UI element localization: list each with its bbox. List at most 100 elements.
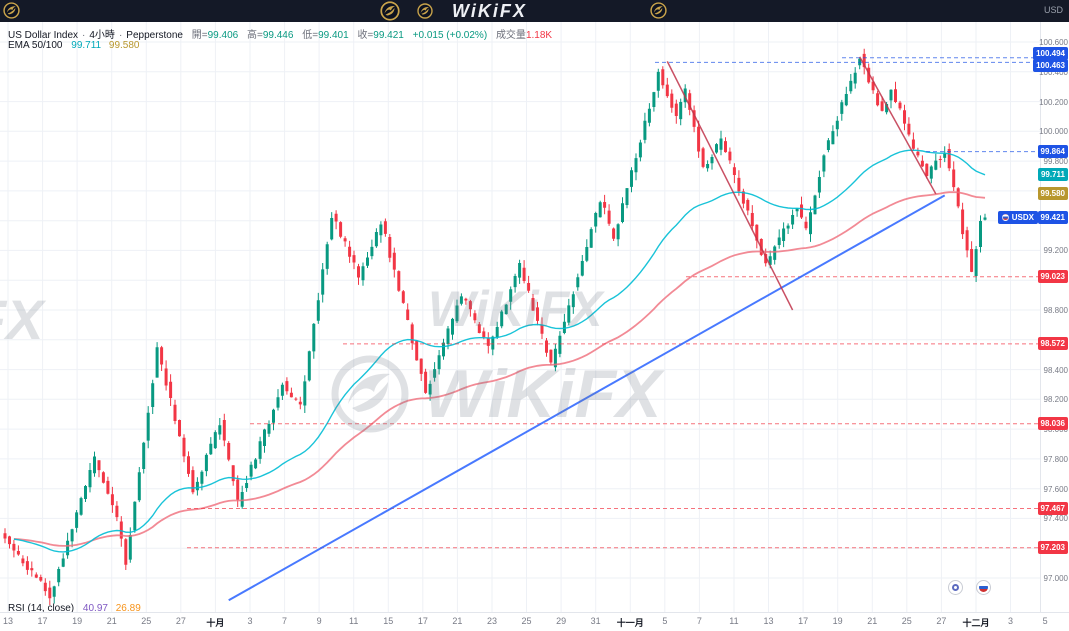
- time-label: 5: [662, 616, 668, 626]
- price-tick: 97.400: [1043, 514, 1068, 524]
- time-label: 25: [521, 616, 532, 626]
- price-tick: 100.400: [1039, 67, 1068, 77]
- time-label: 13: [2, 616, 14, 626]
- volume-value: 1.18K: [525, 30, 553, 41]
- time-label: 23: [486, 616, 497, 626]
- price-tick: 97.800: [1043, 454, 1068, 464]
- wikifx-eagle-icon: [417, 3, 433, 19]
- price-badge: 98.036: [1037, 417, 1068, 431]
- time-label: 15: [383, 616, 394, 626]
- current-price-line-label: USDX: [997, 211, 1038, 225]
- chart-area[interactable]: WiKiFX WiKiFX WiKiFX US Dollar Index·4小時…: [0, 22, 1040, 612]
- low-label: 低=: [302, 30, 319, 41]
- candle-bodies-down[interactable]: [3, 53, 974, 599]
- time-label: 11: [349, 616, 359, 626]
- price-tick: 100.000: [1039, 127, 1068, 137]
- time-label: 3: [247, 616, 253, 626]
- exchange-label: Pepperstone: [126, 30, 183, 41]
- price-tick: 97.000: [1043, 574, 1068, 583]
- rsi-indicator-header[interactable]: RSI (14, close) 40.97 26.89: [8, 603, 141, 612]
- price-badge: 99.711: [1037, 167, 1068, 181]
- descending-resistance-trendline-1[interactable]: [666, 61, 794, 311]
- time-label: 17: [798, 616, 809, 626]
- time-label: 25: [141, 616, 152, 626]
- price-tick: 99.800: [1043, 157, 1068, 167]
- time-label: 21: [106, 616, 117, 626]
- price-badge: 99.023: [1037, 270, 1068, 284]
- symbol-title[interactable]: US Dollar Index: [8, 30, 79, 41]
- time-label: 21: [452, 616, 463, 626]
- price-badge: 99.580: [1037, 187, 1068, 201]
- interval-label[interactable]: 4小時: [89, 30, 115, 41]
- candle-wicks-down: [4, 48, 973, 605]
- time-label: 21: [867, 616, 878, 626]
- price-badge: 100.463: [1033, 58, 1068, 72]
- price-badge: 100.494: [1033, 47, 1068, 61]
- target-icon: [952, 584, 959, 591]
- ascending-support-trendline[interactable]: [228, 194, 946, 602]
- wikifx-eagle-icon: [3, 2, 20, 19]
- time-label-month: 十二月: [962, 618, 990, 628]
- open-value: 99.406: [207, 30, 239, 41]
- time-label: 27: [175, 616, 186, 626]
- high-label: 高=: [247, 30, 263, 41]
- time-label-month: 十一月: [616, 618, 644, 628]
- wikifx-watermark-bar: WiKiFX USD: [0, 0, 1069, 22]
- ema-label: EMA 50/100: [8, 40, 63, 51]
- separator: ·: [118, 30, 123, 41]
- price-axis[interactable]: 100.600100.400100.200100.00099.80099.600…: [1033, 22, 1069, 612]
- price-tick: 98.400: [1043, 365, 1068, 375]
- price-tick: 98.200: [1043, 395, 1068, 405]
- open-label: 開=: [191, 30, 208, 41]
- time-label: 25: [901, 616, 912, 626]
- time-label: 31: [590, 616, 601, 626]
- time-label: 7: [282, 616, 288, 626]
- time-label: 17: [37, 616, 48, 626]
- time-label: 19: [832, 616, 843, 626]
- time-label: 3: [1008, 616, 1014, 626]
- close-value: 99.421: [373, 30, 404, 41]
- axis-currency-label: USD: [1043, 5, 1063, 15]
- ema100-line[interactable]: [13, 191, 986, 547]
- rsi-value: 40.97: [82, 603, 108, 612]
- change-value: +0.015 (+0.02%): [412, 30, 488, 41]
- ema50-value: 99.711: [71, 40, 102, 51]
- price-badge: 97.467: [1037, 501, 1068, 515]
- price-tick: 98.800: [1043, 306, 1068, 315]
- price-tick: 100.200: [1039, 97, 1068, 107]
- time-label: 19: [72, 616, 83, 626]
- high-value: 99.446: [262, 30, 294, 41]
- low-value: 99.401: [318, 30, 349, 41]
- candle-bodies-up[interactable]: [52, 58, 987, 597]
- candle-wicks-up: [53, 57, 986, 604]
- ema-indicator-header[interactable]: EMA 50/100 99.711 99.580: [8, 40, 139, 51]
- ema50-line[interactable]: [13, 149, 986, 553]
- usdx-flag-icon: [1001, 214, 1009, 222]
- flag-icon[interactable]: [976, 580, 991, 595]
- rsi-ma-value: 26.89: [115, 603, 141, 612]
- chart-overlay-icon[interactable]: [948, 580, 963, 595]
- time-label: 13: [763, 616, 774, 626]
- time-label-month: 十月: [206, 618, 225, 628]
- usdx-code: USDX: [1011, 213, 1034, 223]
- time-label: 5: [1042, 616, 1048, 626]
- price-badge: 99.864: [1037, 145, 1068, 159]
- time-label: 27: [936, 616, 947, 626]
- separator: ·: [82, 30, 86, 41]
- time-label: 7: [696, 616, 702, 626]
- ema100-value: 99.580: [108, 40, 140, 51]
- flag-stripes-icon: [979, 583, 988, 592]
- symbol-header: US Dollar Index · 4小時 · Pepperstone 開=99.406…: [8, 26, 552, 41]
- descending-resistance-trendline-2[interactable]: [859, 56, 937, 195]
- time-axis[interactable]: 13 17 19 21 25 27 十月 3 7 9 11 15 17 21 23 25 29 31 十一月 5 7 11…: [0, 612, 1069, 631]
- price-tick: 97.600: [1043, 484, 1068, 494]
- time-label: 29: [556, 616, 567, 626]
- wikifx-eagle-icon: [650, 2, 667, 19]
- candlestick-chart[interactable]: [0, 22, 1040, 612]
- price-badge: 98.572: [1037, 337, 1068, 351]
- wikifx-eagle-icon: [380, 1, 400, 21]
- price-badge: 97.203: [1037, 541, 1068, 555]
- close-label: 收=: [357, 30, 374, 41]
- wikifx-brand-text: WiKiFX: [452, 1, 527, 21]
